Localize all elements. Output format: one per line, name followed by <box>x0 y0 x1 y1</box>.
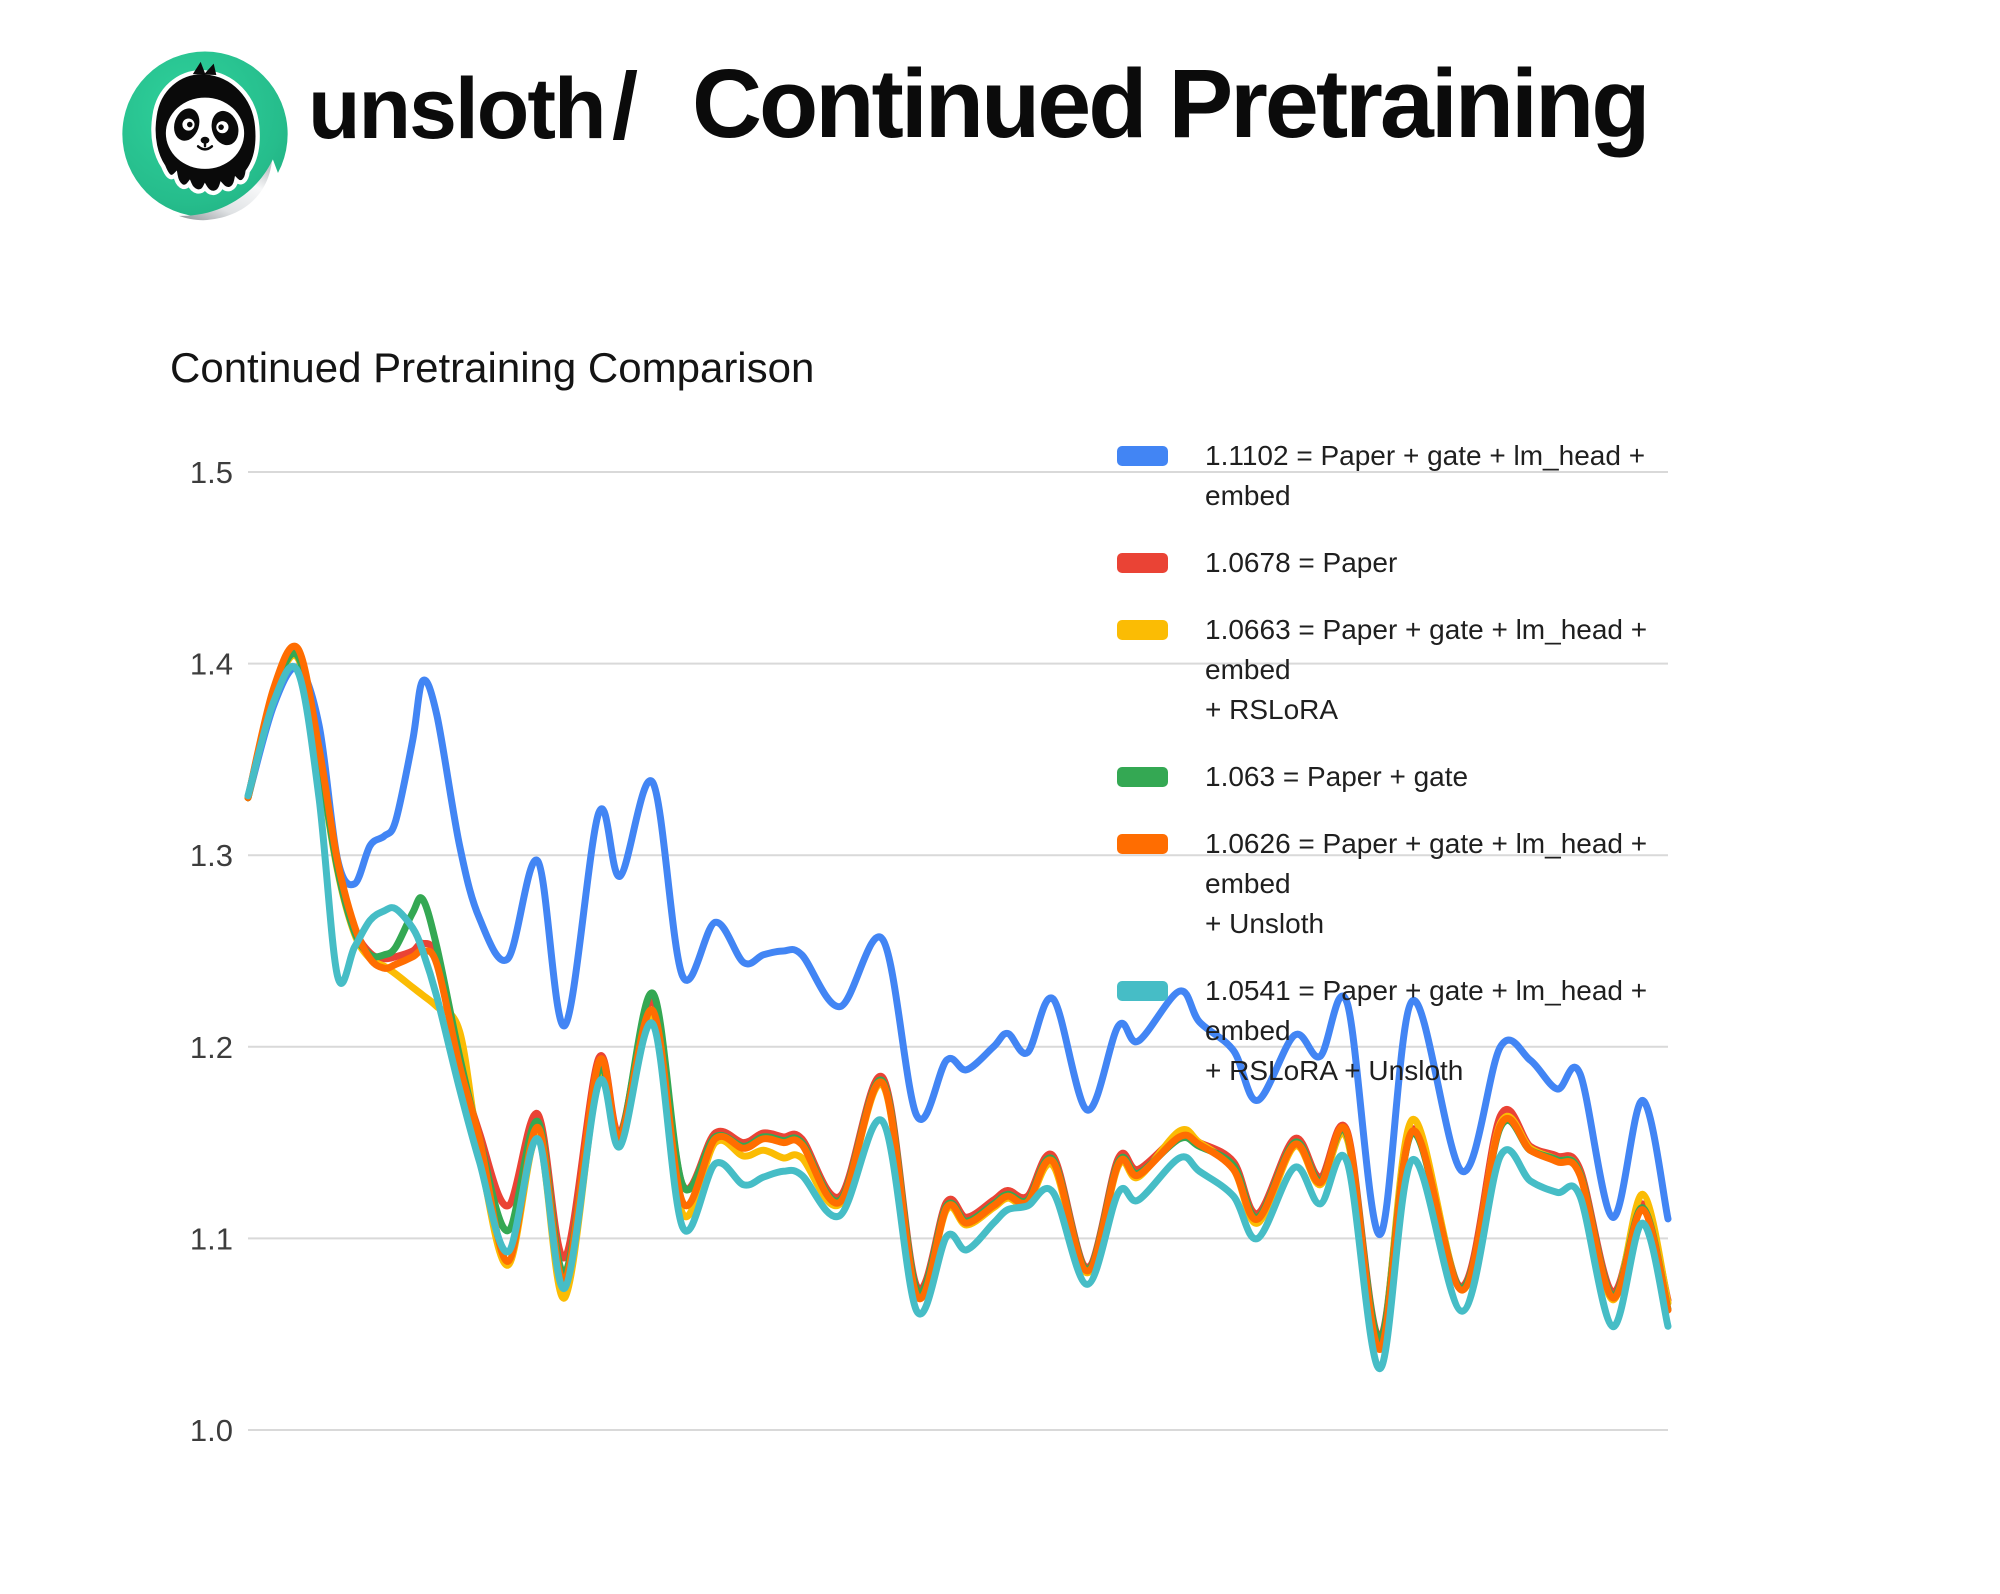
y-tick-label: 1.4 <box>190 647 233 682</box>
legend-item: 1.0626 = Paper + gate + lm_head + embed +… <box>1117 824 1675 944</box>
unsloth-logo-icon <box>122 51 289 221</box>
legend-label-line: 1.1102 = Paper + gate + lm_head + embed <box>1205 440 1646 511</box>
legend-label-line: + RSLoRA <box>1205 694 1339 725</box>
legend-item: 1.0541 = Paper + gate + lm_head + embed +… <box>1117 971 1675 1091</box>
y-axis-labels: 1.5 1.4 1.3 1.2 1.1 1.0 <box>190 455 233 1448</box>
legend-label: 1.1102 = Paper + gate + lm_head + embed <box>1205 436 1675 516</box>
page-title: Continued Pretraining <box>692 49 1650 158</box>
legend-label-line: 1.063 = Paper + gate <box>1205 761 1469 792</box>
legend-swatch-icon <box>1117 981 1168 1001</box>
legend-label: 1.0678 = Paper <box>1205 543 1397 583</box>
brand-separator: / <box>612 53 639 158</box>
legend-item: 1.0663 = Paper + gate + lm_head + embed +… <box>1117 610 1675 730</box>
logo-peel-cut <box>178 159 289 220</box>
legend-item: 1.0678 = Paper <box>1117 543 1675 583</box>
y-tick-label: 1.0 <box>190 1413 233 1448</box>
series-line <box>244 663 1672 1239</box>
legend-item: 1.1102 = Paper + gate + lm_head + embed <box>1117 436 1675 516</box>
series-line <box>244 662 1672 1373</box>
legend-label: 1.0663 = Paper + gate + lm_head + embed +… <box>1205 610 1675 730</box>
legend-label-line: 1.0541 = Paper + gate + lm_head + embed <box>1205 975 1648 1046</box>
legend-label-line: 1.0663 = Paper + gate + lm_head + embed <box>1205 614 1648 685</box>
chart-title: Continued Pretraining Comparison <box>170 344 815 391</box>
legend-swatch-icon <box>1117 767 1168 787</box>
legend-swatch-icon <box>1117 620 1168 640</box>
legend-label-line: + RSLoRA + Unsloth <box>1205 1055 1464 1086</box>
series-lines <box>244 642 1672 1373</box>
legend-swatch-icon <box>1117 834 1168 854</box>
legend-label-line: + Unsloth <box>1205 908 1325 939</box>
legend-swatch-icon <box>1117 446 1168 466</box>
brand-name: unsloth <box>308 61 606 157</box>
sloth-face <box>151 61 260 196</box>
logo-peel-curl <box>178 161 272 221</box>
legend-label-line: 1.0626 = Paper + gate + lm_head + embed <box>1205 828 1648 899</box>
legend-item: 1.063 = Paper + gate <box>1117 757 1675 797</box>
chart-legend: 1.1102 = Paper + gate + lm_head + embed 1… <box>1117 436 1675 1091</box>
legend-label-line: 1.0678 = Paper <box>1205 547 1398 578</box>
legend-label: 1.063 = Paper + gate <box>1205 757 1468 797</box>
legend-swatch-icon <box>1117 553 1168 573</box>
y-tick-label: 1.2 <box>190 1030 233 1065</box>
legend-label: 1.0541 = Paper + gate + lm_head + embed +… <box>1205 971 1675 1091</box>
y-tick-label: 1.5 <box>190 455 233 490</box>
y-tick-label: 1.3 <box>190 838 233 873</box>
y-tick-label: 1.1 <box>190 1221 233 1256</box>
legend-label: 1.0626 = Paper + gate + lm_head + embed +… <box>1205 824 1675 944</box>
